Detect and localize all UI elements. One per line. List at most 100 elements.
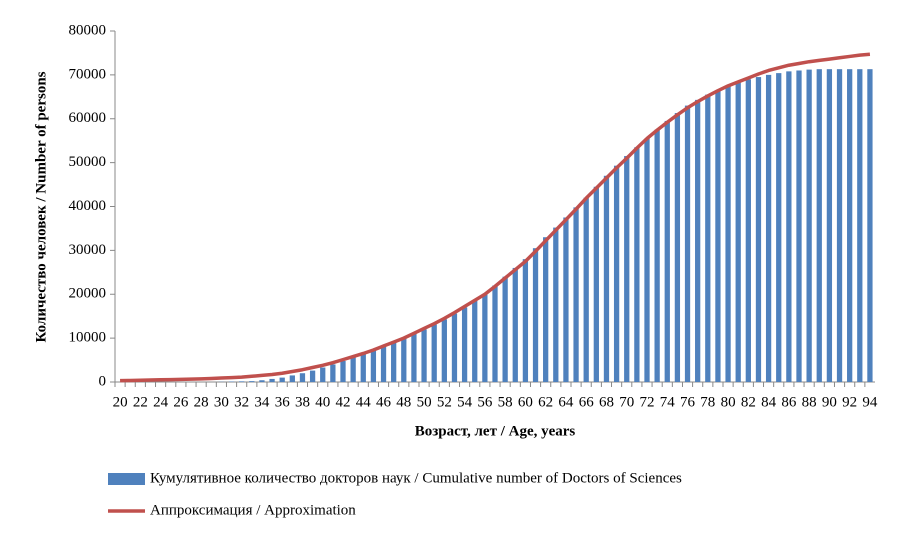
bar (391, 342, 397, 382)
bar (350, 357, 356, 382)
x-tick-label: 56 (477, 394, 493, 410)
bar (745, 79, 751, 382)
bar (512, 267, 518, 382)
x-tick-label: 72 (640, 394, 655, 410)
bar (472, 300, 478, 382)
bar (664, 120, 670, 382)
bar (380, 345, 387, 382)
bar (624, 156, 630, 382)
bar (320, 367, 326, 382)
bar (289, 375, 295, 382)
x-tick-label: 66 (579, 394, 595, 410)
bar (705, 94, 711, 383)
bar (583, 197, 589, 382)
x-tick-label: 48 (396, 394, 411, 410)
x-tick-label: 34 (254, 394, 270, 410)
bar (309, 370, 316, 382)
x-tick-label: 62 (538, 394, 553, 410)
x-tick-label: 54 (457, 394, 473, 410)
x-tick-label: 46 (376, 394, 392, 410)
bar (573, 207, 579, 382)
bar (725, 85, 731, 382)
x-tick-label: 90 (822, 394, 837, 410)
x-tick-label: 64 (558, 394, 574, 410)
bar (634, 147, 640, 382)
bar (360, 353, 366, 382)
bar (654, 129, 660, 382)
bar (806, 69, 812, 383)
x-tick-label: 92 (842, 394, 857, 410)
bar (421, 329, 427, 382)
line (120, 52, 871, 383)
y-tick-label: 80000 (69, 22, 107, 38)
bar (674, 113, 681, 382)
x-axis-label: Возраст, лет / Age, years (415, 423, 576, 439)
bar (249, 381, 255, 382)
x-tick-label: 86 (781, 394, 797, 410)
bar (239, 381, 245, 382)
bar (695, 99, 701, 382)
x-tick-label: 22 (133, 394, 148, 410)
bar (603, 175, 610, 382)
bar (684, 105, 691, 383)
x-tick-label: 20 (113, 394, 128, 410)
x-tick-label: 68 (599, 394, 614, 410)
bar (299, 373, 306, 382)
bar (826, 69, 833, 382)
y-tick-label: 70000 (69, 66, 107, 82)
bar (340, 360, 346, 382)
x-tick-label: 82 (741, 394, 756, 410)
y-tick-label: 20000 (69, 286, 107, 302)
x-tick-label: 76 (680, 394, 696, 410)
x-tick-label: 60 (518, 394, 533, 410)
bar (644, 138, 650, 382)
x-tick-label: 38 (295, 394, 310, 410)
bar (836, 69, 843, 382)
x-tick-label: 78 (700, 394, 715, 410)
bar (765, 74, 772, 382)
bar (259, 380, 265, 382)
bar (330, 364, 336, 382)
bar (593, 186, 599, 382)
x-tick-label: 84 (761, 394, 777, 410)
x-tick-label: 24 (153, 394, 169, 410)
bar (847, 69, 853, 382)
x-tick-label: 50 (417, 394, 432, 410)
x-tick-label: 88 (802, 394, 817, 410)
bar (451, 313, 458, 382)
y-tick-label: 40000 (69, 198, 107, 214)
bar (776, 73, 782, 383)
y-tick-label: 60000 (69, 110, 107, 126)
bar (816, 69, 822, 382)
legend-label: Аппроксимация / Approximation (150, 502, 356, 518)
bar (269, 378, 275, 382)
bar (401, 338, 407, 382)
x-tick-label: 30 (214, 394, 229, 410)
x-tick-label: 42 (336, 394, 351, 410)
bar (796, 70, 802, 383)
y-tick-label: 50000 (69, 154, 107, 170)
x-tick-label: 44 (356, 394, 372, 410)
bar (279, 377, 285, 382)
bar (411, 333, 417, 382)
bar (532, 248, 539, 382)
y-tick-label: 30000 (69, 242, 107, 258)
y-tick-label: 0 (99, 373, 107, 389)
y-tick-label: 10000 (69, 330, 107, 346)
x-tick-label: 40 (315, 394, 330, 410)
x-tick-label: 26 (173, 394, 189, 410)
bar (502, 276, 508, 382)
x-tick-label: 28 (194, 394, 209, 410)
bar (755, 77, 762, 382)
x-tick-label: 70 (619, 394, 634, 410)
y-axis-label: Количество человек / Number of persons (33, 71, 49, 342)
x-tick-label: 80 (721, 394, 736, 410)
x-tick-label: 74 (660, 394, 676, 410)
x-tick-label: 52 (437, 394, 452, 410)
bar (857, 69, 863, 382)
bar (867, 69, 873, 382)
bar (786, 71, 792, 383)
bar (613, 165, 620, 382)
bar (441, 319, 447, 382)
